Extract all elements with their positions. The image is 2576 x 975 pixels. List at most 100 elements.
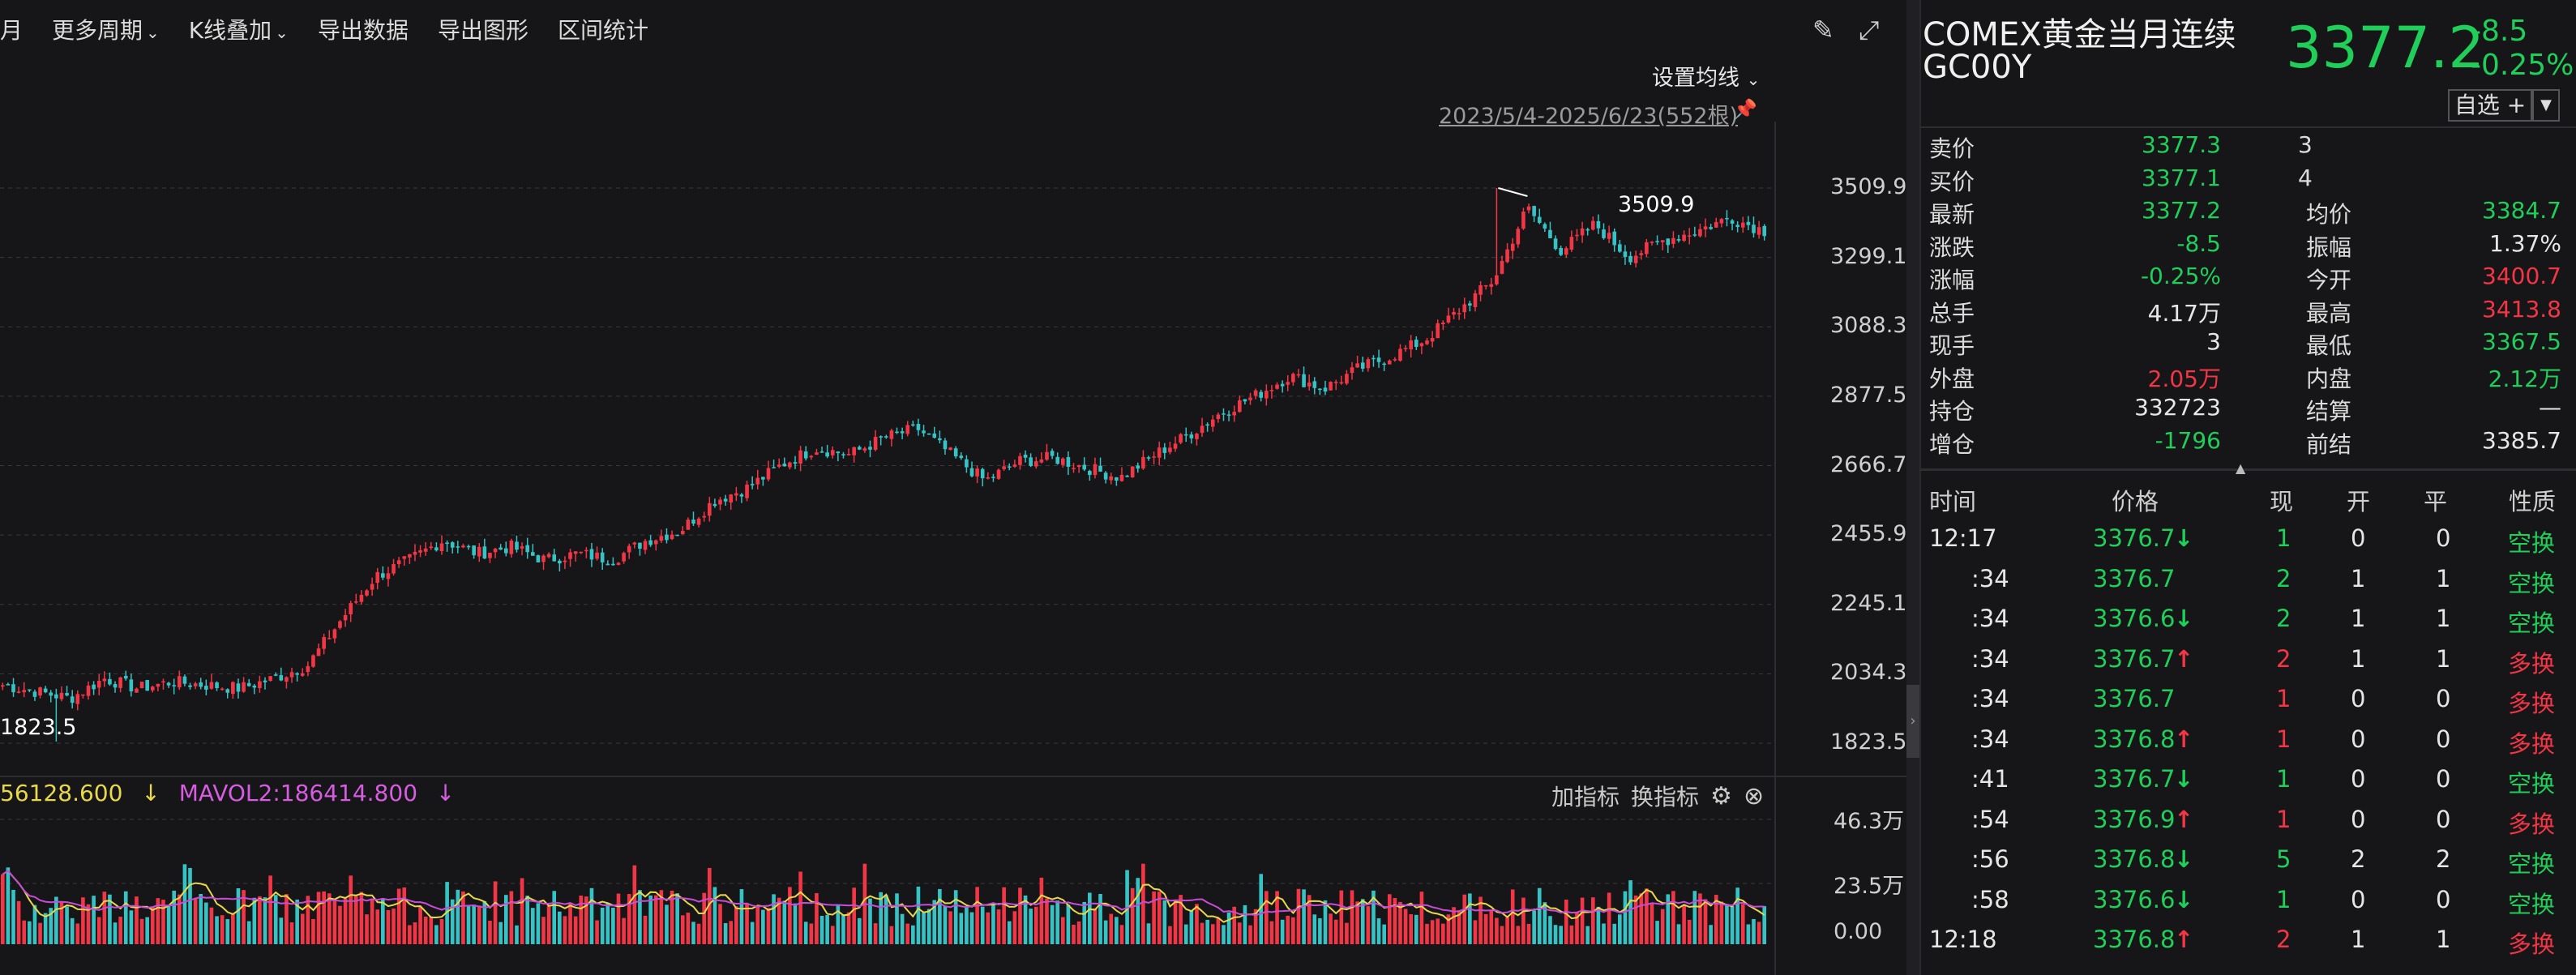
collapse-handle-icon[interactable]: ›: [1906, 685, 1919, 758]
volume-bar: [1318, 918, 1322, 944]
volume-bar: [702, 892, 707, 944]
ma-setting-label: 设置均线: [1652, 66, 1739, 91]
quote-panel: [1919, 0, 2576, 975]
candle: [279, 675, 284, 681]
candle: [338, 621, 342, 628]
volume-bar: [172, 890, 177, 944]
volume-bar: [1286, 915, 1290, 944]
candle: [482, 546, 487, 559]
candle: [782, 464, 787, 467]
volume-bar: [1012, 911, 1017, 944]
candle: [536, 555, 541, 562]
candle: [707, 502, 712, 516]
kline-overlay-dropdown[interactable]: K线叠加 ⌄: [189, 13, 289, 45]
volume-bar: [1162, 900, 1167, 944]
panel-splitter[interactable]: [1906, 0, 1919, 975]
fullscreen-icon[interactable]: ⤢: [1858, 15, 1880, 45]
volume-bar: [1676, 924, 1681, 944]
volume-bar: [285, 894, 289, 944]
candle: [632, 542, 637, 545]
trade-open: 0: [2351, 885, 2366, 913]
candle: [965, 459, 969, 468]
volume-bar: [1532, 910, 1536, 944]
trade-time: :54: [1971, 805, 2009, 833]
brush-icon[interactable]: ✎: [1812, 15, 1834, 45]
volume-bar: [49, 908, 53, 944]
candle: [1264, 391, 1269, 399]
trade-close: 0: [2436, 685, 2451, 712]
candle: [359, 594, 364, 602]
export-image-button[interactable]: 导出图形: [437, 17, 528, 44]
volume-bar: [1516, 926, 1521, 944]
export-data-button[interactable]: 导出数据: [317, 17, 409, 44]
volume-bar: [889, 926, 894, 944]
volume-bar: [1495, 917, 1499, 944]
candle: [520, 546, 524, 549]
candle: [477, 546, 481, 557]
volume-bar: [423, 916, 428, 944]
ma-setting-dropdown[interactable]: 设置均线 ⌄: [1652, 60, 1760, 92]
candle: [1259, 391, 1264, 398]
chart-range-text[interactable]: 2023/5/4-2025/6/23(552根): [1439, 104, 1739, 129]
volume-bar: [1018, 887, 1022, 944]
settings-icon[interactable]: ⚙: [1710, 781, 1732, 810]
candle: [959, 455, 964, 459]
candle: [1115, 477, 1119, 481]
volume-bar: [1179, 895, 1183, 944]
volume-bar: [1430, 920, 1435, 944]
candle: [81, 694, 85, 696]
candle: [986, 477, 991, 479]
volume-bar: [434, 925, 439, 944]
watchlist-dropdown-icon[interactable]: ▼: [2532, 89, 2560, 122]
candle: [273, 674, 278, 676]
candle: [11, 684, 15, 693]
candle: [1312, 381, 1317, 388]
add-watchlist-button[interactable]: 自选 +: [2448, 89, 2532, 122]
candle: [70, 696, 75, 703]
volume-bar: [1725, 904, 1729, 944]
volume-bar: [1468, 893, 1472, 944]
add-indicator-button[interactable]: 加指标: [1551, 784, 1620, 810]
volume-bar: [1076, 921, 1081, 944]
trade-qty: 1: [2276, 685, 2291, 712]
candle: [16, 691, 21, 693]
chevron-down-icon: ⌄: [275, 23, 289, 42]
volume-bar: [1393, 898, 1397, 944]
quote-label-right: 均价: [2306, 201, 2352, 228]
switch-indicator-button[interactable]: 换指标: [1631, 784, 1700, 810]
volume-bar: [402, 887, 407, 944]
trades-header-cell: 性质: [2509, 488, 2557, 515]
interval-stats-button[interactable]: 区间统计: [557, 17, 648, 44]
pin-icon[interactable]: 📌: [1733, 98, 1757, 121]
candle: [830, 450, 835, 455]
period-month-button[interactable]: 月: [0, 17, 24, 44]
volume-bar: [943, 905, 948, 944]
volume-bar: [509, 891, 514, 944]
arrow-up-icon: ↑: [2174, 805, 2194, 833]
close-icon[interactable]: ⊗: [1743, 781, 1765, 810]
quote-label: 最新: [1929, 201, 1975, 228]
volume-bar: [836, 905, 841, 944]
volume-bar: [1473, 920, 1478, 944]
volume-bar: [1671, 891, 1675, 944]
candle: [1752, 225, 1756, 233]
grid-lines: [0, 122, 1906, 975]
volume-bar: [1275, 891, 1279, 944]
volume-bar: [1730, 906, 1735, 944]
candle: [1709, 227, 1713, 229]
chart-canvas[interactable]: [0, 122, 1906, 975]
candle: [1692, 234, 1697, 236]
kline-overlay-label: K线叠加: [188, 17, 272, 44]
more-periods-dropdown[interactable]: 更多周期 ⌄: [52, 13, 160, 45]
candle: [1141, 456, 1145, 469]
candle: [1655, 241, 1659, 242]
collapse-triangle-icon[interactable]: ▲: [2236, 460, 2246, 476]
candle: [472, 545, 476, 556]
candle: [616, 562, 621, 565]
volume-bar: [793, 903, 798, 944]
candle: [1483, 284, 1488, 287]
volume-bar: [622, 917, 626, 944]
candle: [1633, 255, 1638, 263]
price-tick-label: 3299.1: [1830, 243, 1907, 269]
candle: [1730, 220, 1735, 224]
